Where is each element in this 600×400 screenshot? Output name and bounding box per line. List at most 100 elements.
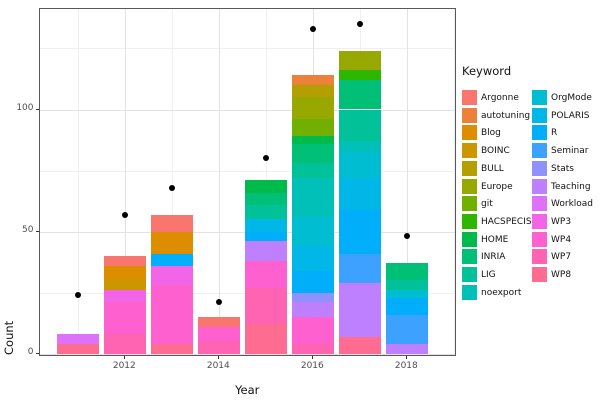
bar-segment-2016-R xyxy=(292,270,335,293)
x-minor-gridline xyxy=(172,9,174,355)
y-minor-gridline xyxy=(39,48,455,50)
bar-segment-2012-WP3 xyxy=(104,290,147,303)
bar-segment-2015-LIG xyxy=(245,204,288,220)
legend-swatch-git xyxy=(462,196,477,212)
legend-item-Stats: Stats xyxy=(532,160,600,177)
legend-item-LIG: LIG xyxy=(462,267,530,283)
legend-item-WP8: WP8 xyxy=(532,267,600,283)
x-tick-label: 2012 xyxy=(112,360,136,371)
legend-swatch-LIG xyxy=(462,267,477,282)
y-major-gridline xyxy=(39,353,455,355)
legend-item-Workload: Workload xyxy=(532,196,600,212)
data-point-2014 xyxy=(216,299,223,306)
bar-segment-2011-WP8 xyxy=(57,343,100,354)
legend-label: BOINC xyxy=(481,146,510,157)
bar-segment-2016-HOME xyxy=(292,136,335,144)
legend-label: autotuning xyxy=(481,110,531,121)
y-tick-mark xyxy=(35,230,39,232)
legend-item-BOINC: BOINC xyxy=(462,143,530,159)
legend-item-Europe: Europe xyxy=(462,178,530,195)
legend-swatch-Seminar xyxy=(532,143,547,159)
legend-label: Teaching xyxy=(551,181,591,192)
legend-swatch-WP8 xyxy=(532,267,547,282)
data-point-2011 xyxy=(75,292,82,299)
legend-swatch-WP3 xyxy=(532,213,547,229)
bar-segment-2012-Argonne xyxy=(104,256,147,266)
bar-segment-2016-LIG xyxy=(292,163,335,178)
bar-segment-2015-WP7 xyxy=(245,287,288,325)
x-tick-mark xyxy=(124,355,126,359)
legend-label: WP3 xyxy=(551,216,572,227)
legend-swatch-OrgMode xyxy=(532,90,547,105)
bar-segment-2017-OrgMode xyxy=(339,151,382,178)
bar-segment-2017-INRIA xyxy=(339,80,382,110)
legend-label: git xyxy=(481,199,493,210)
x-tick-mark xyxy=(218,355,220,359)
x-major-gridline xyxy=(407,9,409,355)
legend-label: R xyxy=(551,128,558,139)
bar-segment-2016-Stats xyxy=(292,292,335,303)
legend-item-POLARIS: POLARIS xyxy=(532,107,600,124)
legend-label: POLARIS xyxy=(551,110,590,121)
legend-label: INRIA xyxy=(481,252,506,263)
bar-segment-2015-Teaching xyxy=(245,241,288,261)
legend-swatch-Europe xyxy=(462,178,477,194)
legend-label: Workload xyxy=(551,199,594,210)
legend-item-noexport: noexport xyxy=(462,284,530,301)
legend-item-INRIA: INRIA xyxy=(462,249,530,265)
legend-label: Europe xyxy=(481,181,513,192)
bar-segment-2014-WP7 xyxy=(198,341,241,354)
legend-label: WP8 xyxy=(551,270,572,280)
data-point-2017 xyxy=(357,21,364,28)
legend-label: BULL xyxy=(481,163,504,174)
legend-swatch-POLARIS xyxy=(532,107,547,123)
bar-segment-2018-R xyxy=(386,297,429,315)
legend-swatch-noexport xyxy=(462,284,477,300)
legend-item-Teaching: Teaching xyxy=(532,178,600,195)
legend-label: OrgMode xyxy=(551,93,592,103)
x-major-gridline xyxy=(219,9,221,355)
bar-segment-2016-POLARIS xyxy=(292,246,335,271)
bar-segment-2017-LIG xyxy=(339,109,382,142)
legend-label: Stats xyxy=(551,163,574,174)
bar-segment-2011-Workload xyxy=(57,334,100,344)
legend-label: Argonne xyxy=(481,93,519,103)
x-axis-title: Year xyxy=(235,383,260,397)
bar-segment-2016-Europe xyxy=(292,97,335,120)
legend-item-git: git xyxy=(462,196,530,212)
bar-segment-2016-WP7 xyxy=(292,343,335,354)
legend-label: noexport xyxy=(481,287,522,298)
legend-label: Blog xyxy=(481,128,501,139)
legend-swatch-Workload xyxy=(532,196,547,212)
legend-swatch-HACSPECIS xyxy=(462,213,477,229)
legend-swatch-R xyxy=(532,125,547,141)
bar-segment-2017-noexport xyxy=(339,141,382,151)
legend-item-WP7: WP7 xyxy=(532,249,600,265)
bar-segment-2015-HOME xyxy=(245,180,288,193)
bar-segment-2016-Teaching xyxy=(292,302,335,318)
bar-segment-2013-WP3 xyxy=(151,265,194,286)
legend-swatch-BULL xyxy=(462,160,477,176)
x-tick-mark xyxy=(406,355,408,359)
bar-segment-2017-Europe xyxy=(339,50,382,71)
bar-segment-2017-Teaching xyxy=(339,282,382,337)
legend-item-Seminar: Seminar xyxy=(532,143,600,159)
bar-segment-2016-INRIA xyxy=(292,143,335,164)
bar-segment-2017-HACSPECIS xyxy=(339,70,382,81)
bar-segment-2014-WP4 xyxy=(198,326,241,342)
legend-swatch-Teaching xyxy=(532,178,547,194)
x-minor-gridline xyxy=(78,9,80,355)
legend-item-autotuning: autotuning xyxy=(462,107,531,124)
legend-item-WP4: WP4 xyxy=(532,231,600,248)
bar-segment-2015-WP4 xyxy=(245,260,288,288)
bar-segment-2015-POLARIS xyxy=(245,219,288,232)
data-point-2016 xyxy=(310,25,317,32)
plot-panel xyxy=(38,8,456,356)
bar-segment-2013-WP4 xyxy=(151,285,194,344)
bar-segment-2015-WP8 xyxy=(245,324,288,354)
x-minor-gridline xyxy=(454,9,456,355)
legend-swatch-WP7 xyxy=(532,249,547,265)
x-tick-label: 2018 xyxy=(394,360,418,371)
bar-segment-2016-BULL xyxy=(292,85,335,98)
